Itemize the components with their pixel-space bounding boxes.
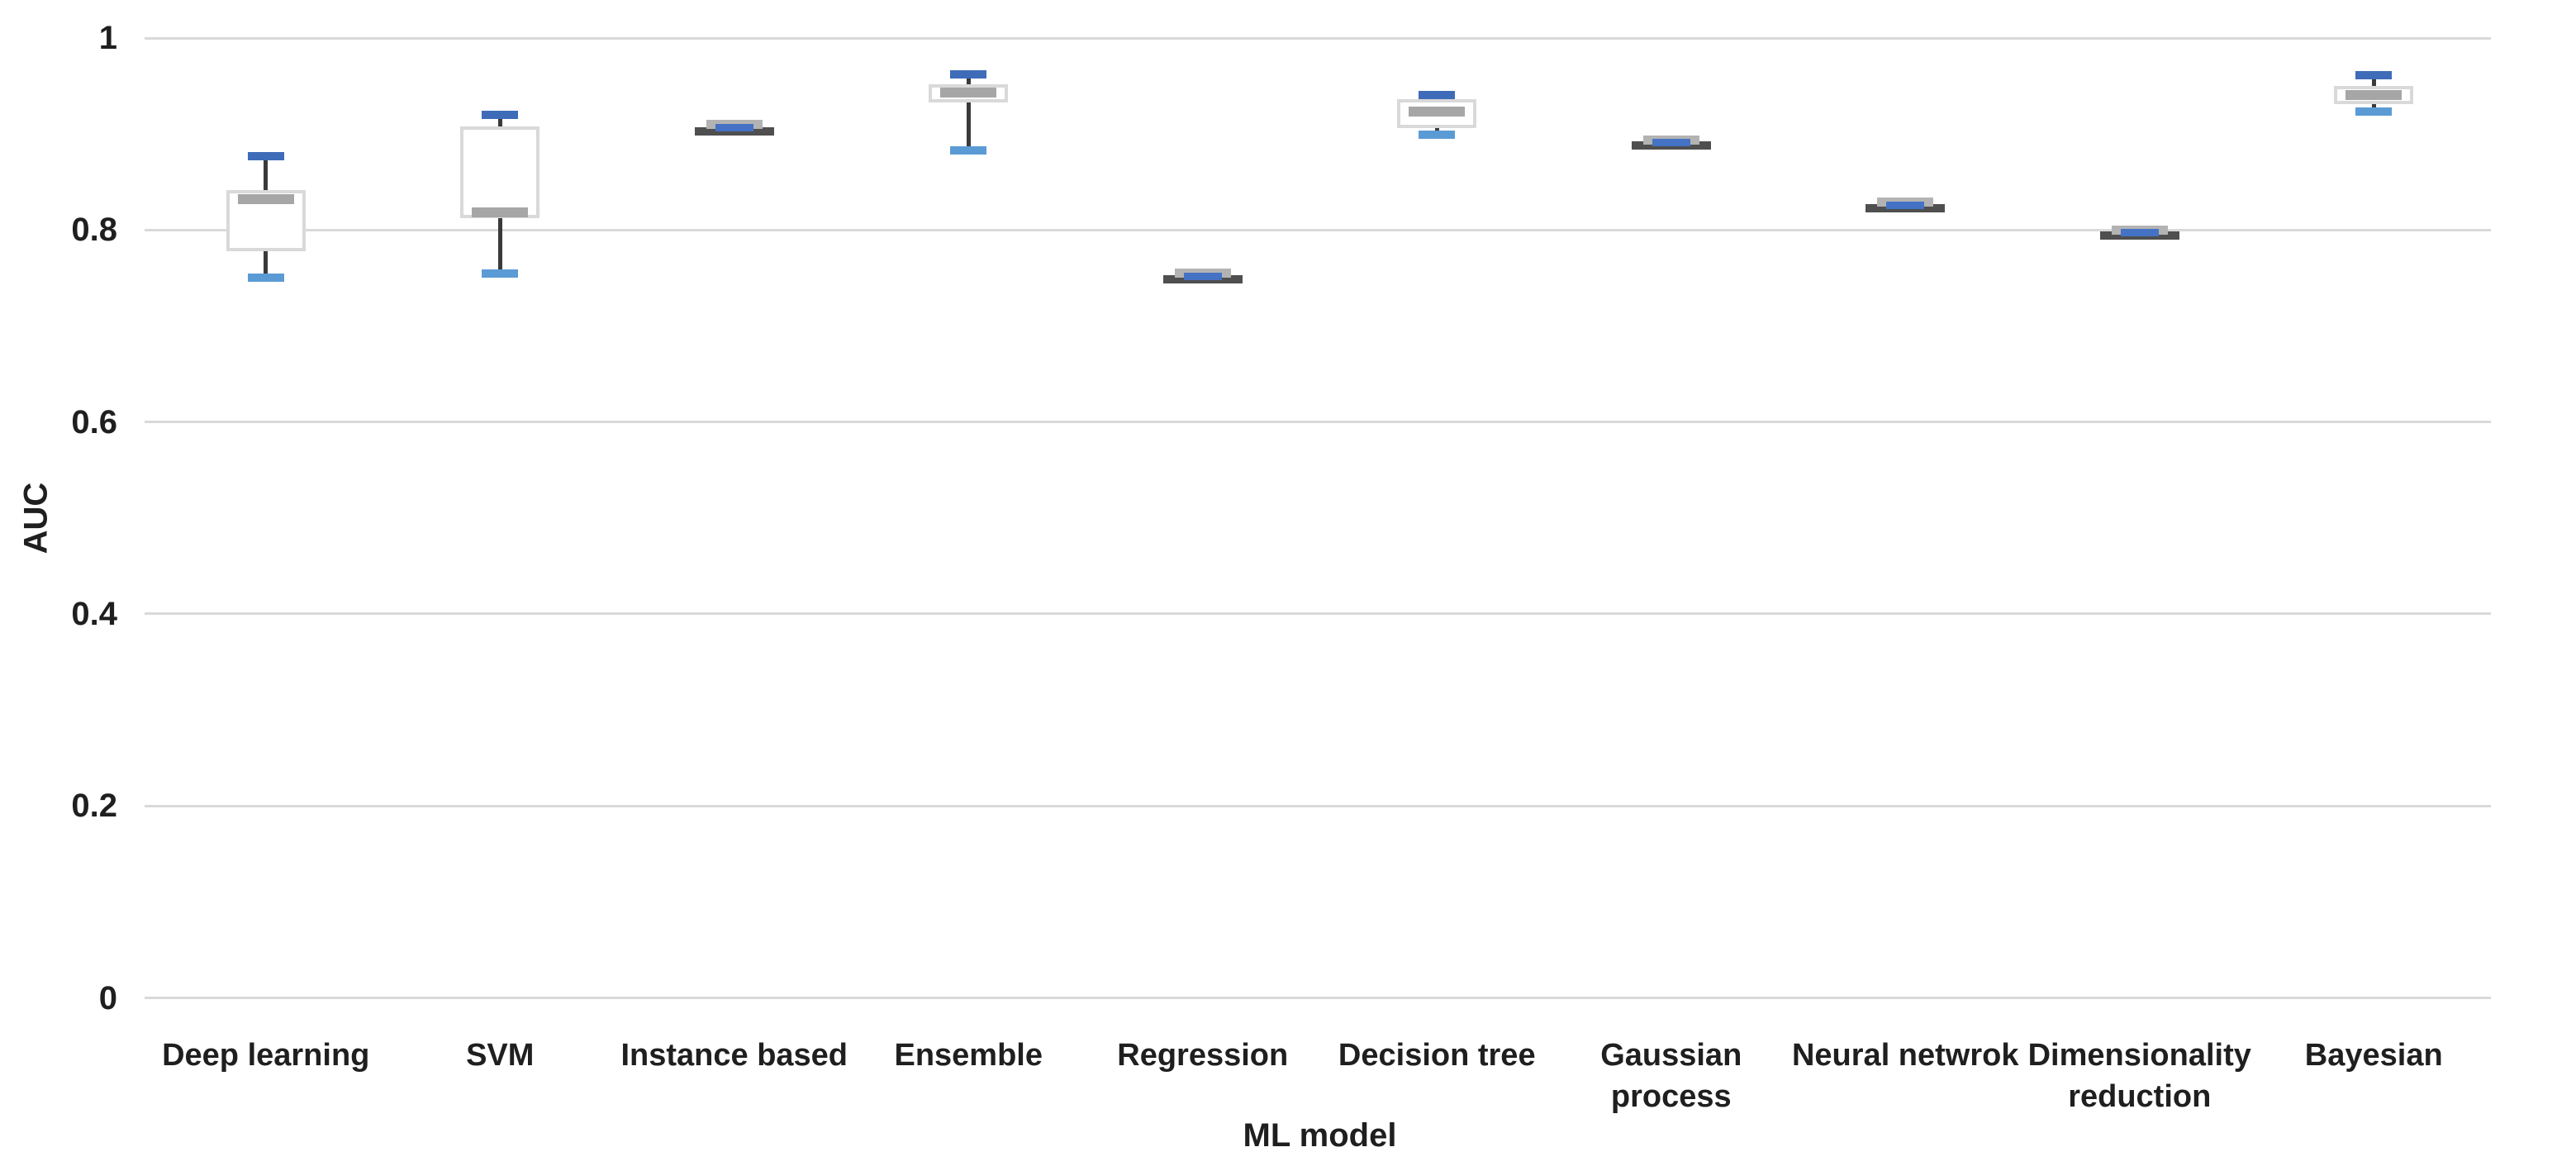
boxplot-max-cap: [950, 70, 987, 79]
boxplot-median: [940, 88, 997, 98]
y-axis-title: AUC: [17, 482, 55, 555]
y-tick-label: 0: [98, 979, 117, 1016]
y-tick-label: 0.6: [71, 403, 117, 440]
boxplot-max-cap: [482, 110, 519, 119]
x-category-label: Bayesian: [2304, 1038, 2443, 1073]
boxplot-lower-whisker: [497, 218, 502, 274]
boxplot-compact-median: [1183, 272, 1222, 280]
boxplot-compact-median: [1886, 201, 1925, 209]
gridline: [145, 228, 2491, 231]
y-tick-label: 1: [98, 20, 117, 56]
boxplot-max-cap: [2355, 71, 2393, 80]
boxplot-lower-whisker: [966, 102, 971, 150]
boxplot-min-cap: [247, 274, 284, 283]
boxplot-compact-median: [2120, 229, 2159, 237]
boxplot-min-cap: [2355, 107, 2393, 117]
boxplot-compact-range-bar: [694, 126, 774, 136]
boxplot-max-cap: [247, 151, 284, 160]
boxplot-median: [472, 207, 529, 218]
y-tick-label: 0.8: [71, 212, 117, 249]
y-tick-label: 0.2: [71, 788, 117, 825]
boxplot-box: [460, 126, 540, 219]
boxplot-compact-median: [1652, 139, 1690, 147]
x-category-label: Ensemble: [894, 1038, 1043, 1073]
boxplot-lower-whisker: [264, 250, 269, 278]
y-tick-label: 0.4: [71, 595, 117, 632]
gridline: [145, 421, 2491, 424]
gridline: [145, 997, 2491, 999]
boxplot-median: [1409, 107, 1466, 117]
x-category-label: Decision tree: [1338, 1038, 1536, 1073]
x-category-label: Instance based: [620, 1038, 848, 1073]
boxplot-upper-whisker: [264, 155, 269, 190]
boxplot-compact-median: [715, 123, 753, 131]
boxplot-median: [237, 194, 294, 205]
gridline: [145, 804, 2491, 807]
boxplot-median: [2345, 89, 2403, 100]
boxplot-min-cap: [1419, 131, 1456, 140]
boxplot-min-cap: [482, 269, 519, 278]
gridline: [145, 612, 2491, 616]
x-category-label: Gaussian process: [1600, 1038, 1742, 1114]
x-category-label: SVM: [466, 1038, 535, 1073]
boxplot-min-cap: [950, 145, 987, 155]
x-category-label: Dimensionality reduction: [2027, 1038, 2251, 1114]
x-category-label: Regression: [1117, 1038, 1289, 1073]
boxplot-max-cap: [1419, 90, 1456, 99]
gridline: [145, 36, 2491, 40]
x-category-label: Neural netwrok: [1791, 1038, 2019, 1073]
boxplot-upper-whisker: [966, 74, 971, 84]
boxplot-upper-whisker: [497, 114, 502, 126]
boxplot-upper-whisker: [2371, 75, 2376, 87]
x-category-label: Deep learning: [162, 1038, 370, 1073]
x-axis-title: ML model: [1243, 1117, 1397, 1154]
